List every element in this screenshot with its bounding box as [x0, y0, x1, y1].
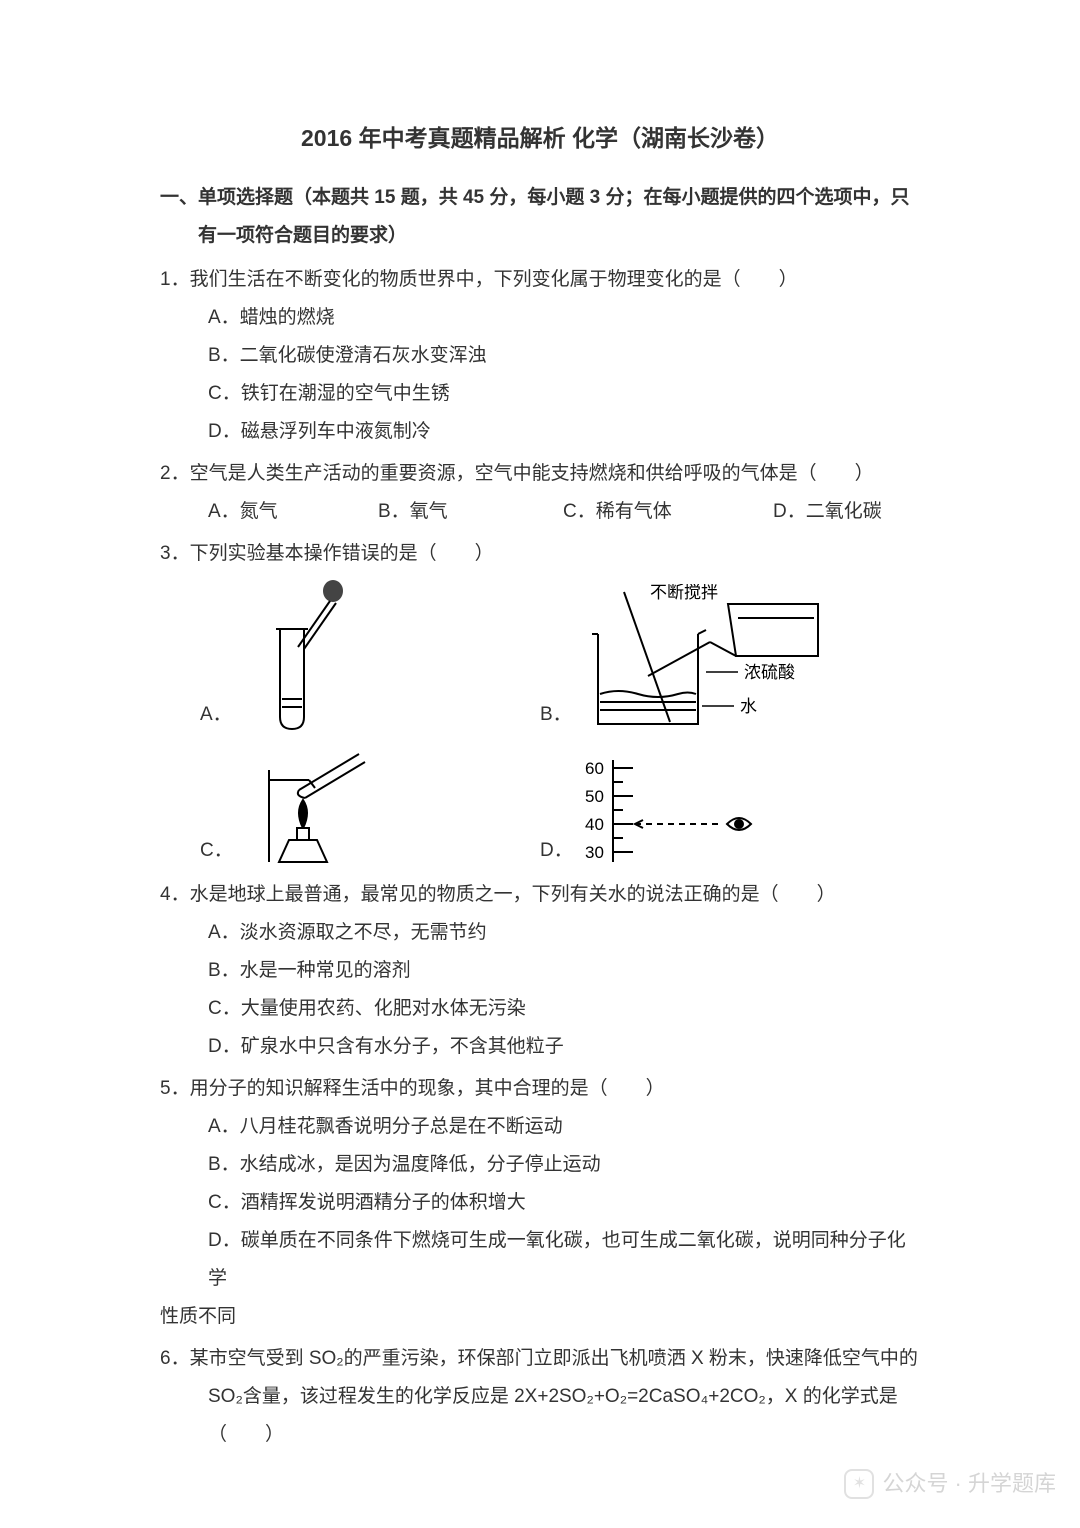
- watermark: ✶ 公众号 · 升学题库: [844, 1462, 1056, 1506]
- q5-option-c: C．酒精挥发说明酒精分子的体积增大: [208, 1184, 920, 1222]
- wechat-icon: ✶: [844, 1469, 874, 1499]
- q3-figure-a-icon: [238, 579, 368, 734]
- q3b-acid-label: 浓硫酸: [744, 663, 795, 682]
- section-header: 一、单项选择题（本题共 15 题，共 45 分，每小题 3 分；在每小题提供的四…: [160, 179, 920, 255]
- q3-label-c: C．: [200, 832, 233, 870]
- q2-stem: 2．空气是人类生产活动的重要资源，空气中能支持燃烧和供给呼吸的气体是（ ）: [160, 455, 920, 493]
- q5-option-d-tail: 性质不同: [160, 1298, 920, 1336]
- watermark-label: 公众号 · 升学题库: [882, 1462, 1056, 1506]
- q6-stem-2: SO₂含量，该过程发生的化学反应是 2X+2SO₂+O₂=2CaSO₄+2CO₂…: [160, 1378, 920, 1454]
- q3-figure-d-icon: 60 50 40 30: [579, 750, 759, 870]
- question-5: 5．用分子的知识解释生活中的现象，其中合理的是（ ） A．八月桂花飘香说明分子总…: [160, 1070, 920, 1336]
- section-line-1: 一、单项选择题（本题共 15 题，共 45 分，每小题 3 分；在每小题提供的四…: [160, 179, 920, 217]
- q3d-tick-30: 30: [585, 843, 604, 862]
- q4-option-a: A．淡水资源取之不尽，无需节约: [208, 914, 920, 952]
- q5-stem: 5．用分子的知识解释生活中的现象，其中合理的是（ ）: [160, 1070, 920, 1108]
- section-line-2: 有一项符合题目的要求）: [160, 217, 920, 255]
- q3-figure-b-icon: 不断搅拌 浓硫酸 水: [578, 584, 838, 734]
- q1-option-d: D．磁悬浮列车中液氮制冷: [208, 413, 920, 451]
- q3-stem: 3．下列实验基本操作错误的是（ ）: [160, 535, 920, 573]
- q3-label-d: D．: [540, 832, 573, 870]
- q5-option-d: D．碳单质在不同条件下燃烧可生成一氧化碳，也可生成二氧化碳，说明同种分子化学: [208, 1222, 920, 1298]
- q2-option-c: C．稀有气体: [563, 493, 773, 531]
- question-2: 2．空气是人类生产活动的重要资源，空气中能支持燃烧和供给呼吸的气体是（ ） A．…: [160, 455, 920, 531]
- q3-fig-row-2: C．: [200, 740, 920, 870]
- q3-label-a: A．: [200, 696, 232, 734]
- q3-fig-row-1: A． B．: [200, 579, 920, 734]
- q3-figure-c-icon: [239, 740, 389, 870]
- q3d-tick-60: 60: [585, 759, 604, 778]
- q4-option-d: D．矿泉水中只含有水分子，不含其他粒子: [208, 1028, 920, 1066]
- q2-option-b: B．氧气: [378, 493, 563, 531]
- q4-option-b: B．水是一种常见的溶剂: [208, 952, 920, 990]
- q2-option-a: A．氮气: [208, 493, 378, 531]
- page-title: 2016 年中考真题精品解析 化学（湖南长沙卷）: [160, 115, 920, 161]
- q1-option-c: C．铁钉在潮湿的空气中生锈: [208, 375, 920, 413]
- q4-stem: 4．水是地球上最普通，最常见的物质之一，下列有关水的说法正确的是（ ）: [160, 876, 920, 914]
- question-4: 4．水是地球上最普通，最常见的物质之一，下列有关水的说法正确的是（ ） A．淡水…: [160, 876, 920, 1066]
- question-3: 3．下列实验基本操作错误的是（ ） A． B．: [160, 535, 920, 870]
- q4-option-c: C．大量使用农药、化肥对水体无污染: [208, 990, 920, 1028]
- q3d-tick-40: 40: [585, 815, 604, 834]
- question-6: 6．某市空气受到 SO₂的严重污染，环保部门立即派出飞机喷洒 X 粉末，快速降低…: [160, 1340, 920, 1454]
- q5-option-b: B．水结成冰，是因为温度降低，分子停止运动: [208, 1146, 920, 1184]
- q3b-stir-label: 不断搅拌: [650, 584, 718, 602]
- q6-stem-1: 6．某市空气受到 SO₂的严重污染，环保部门立即派出飞机喷洒 X 粉末，快速降低…: [160, 1340, 920, 1378]
- q3d-tick-50: 50: [585, 787, 604, 806]
- q1-option-a: A．蜡烛的燃烧: [208, 299, 920, 337]
- q3-label-b: B．: [540, 696, 572, 734]
- q3b-water-label: 水: [740, 697, 757, 716]
- q5-option-a: A．八月桂花飘香说明分子总是在不断运动: [208, 1108, 920, 1146]
- q2-option-d: D．二氧化碳: [773, 493, 882, 531]
- q1-option-b: B．二氧化碳使澄清石灰水变浑浊: [208, 337, 920, 375]
- q1-stem: 1．我们生活在不断变化的物质世界中，下列变化属于物理变化的是（ ）: [160, 261, 920, 299]
- question-1: 1．我们生活在不断变化的物质世界中，下列变化属于物理变化的是（ ） A．蜡烛的燃…: [160, 261, 920, 451]
